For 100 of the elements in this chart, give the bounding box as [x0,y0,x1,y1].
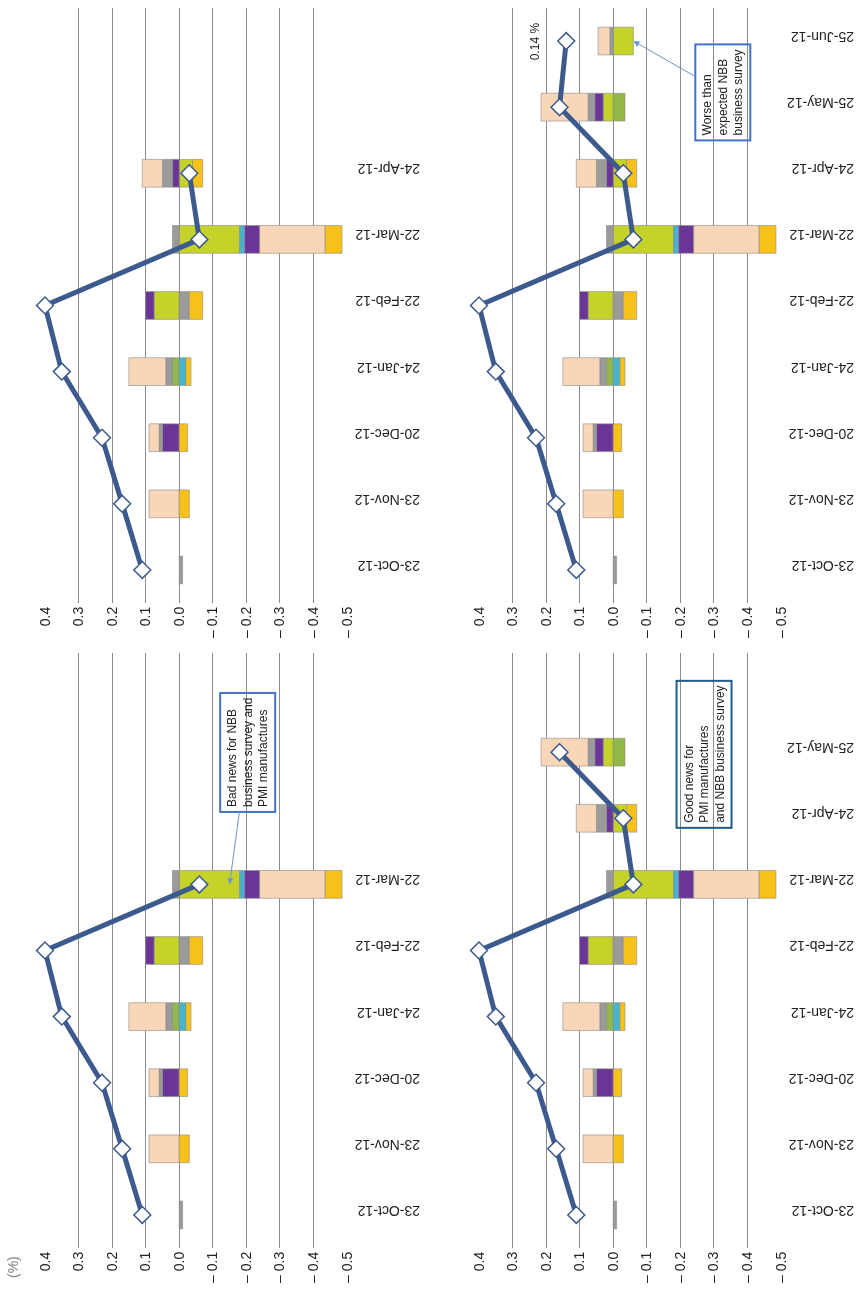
bar [582,1068,594,1097]
point [35,941,55,960]
x-tick-label: – 0.2 [237,1251,254,1283]
x-tick-label: 0.3 [504,1251,521,1272]
point [52,1007,71,1026]
x-tick-label: – 0.5 [338,606,355,638]
y-tick-label: 25-May-12 [786,740,854,757]
y-tick-label: 23-Nov-12 [788,491,854,508]
point [567,1205,586,1225]
x-tick-label: 0.4 [36,1251,53,1272]
x-tick-label: 0.0 [170,1251,187,1272]
x-tick-label: 0.1 [137,1251,154,1272]
y-tick-label: 22-Feb-12 [355,938,420,955]
x-tick-label: 0.0 [170,606,187,627]
y-tick-label: 24-Jan-12 [790,1004,854,1021]
y-tick-label: 24-Jan-12 [790,359,854,376]
y-tick-label: 24-Jan-12 [356,359,420,376]
point [35,296,55,315]
x-tick-label: 0.4 [36,606,53,627]
point [624,230,643,249]
point [614,809,633,828]
point [486,362,505,381]
x-tick-label: – 0.4 [304,1251,321,1283]
point [469,296,489,315]
x-tick-label: 0.2 [537,1251,554,1272]
x-tick-label: 0.3 [504,606,521,627]
bar [148,1068,160,1097]
point [133,560,152,580]
x-tick-label: 0.1 [571,606,588,627]
x-tick-label: – 0.1 [204,606,221,638]
point [112,1139,132,1159]
x-tick-label: – 0.3 [705,1251,722,1283]
x-tick-label: – 0.5 [772,606,789,638]
y-tick-label: 23-Oct-12 [791,557,854,574]
x-tick-label: – 0.5 [772,1251,789,1283]
point [190,875,209,894]
point [546,494,566,514]
x-tick-label: – 0.2 [237,606,254,638]
annotation: Bad news for NBB business survey and PMI manufactures [225,697,271,807]
y-tick-label: 24-Apr-12 [357,161,420,178]
y-tick-label: 22-Mar-12 [789,872,854,889]
x-tick-label: – 0.3 [271,1251,288,1283]
x-tick-label: – 0.4 [304,606,321,638]
x-tick-label: – 0.1 [204,1251,221,1283]
point [526,1073,546,1092]
x-tick-label: 0.2 [103,1251,120,1272]
x-tick-label: – 0.2 [671,1251,688,1283]
point [614,164,633,183]
annotation: 0.14 % [528,22,543,61]
y-tick-label: 25-May-12 [786,95,854,112]
x-tick-label: – 0.3 [271,606,288,638]
y-tick-label: 24-Apr-12 [791,161,854,178]
point [624,875,643,894]
x-tick-label: 0.4 [470,1251,487,1272]
x-tick-label: – 0.2 [671,606,688,638]
y-tick-label: 22-Mar-12 [355,227,420,244]
y-tick-label: 22-Mar-12 [789,227,854,244]
y-tick-label: 24-Jan-12 [356,1004,420,1021]
point [133,1205,152,1225]
x-tick-label: – 0.5 [338,1251,355,1283]
point [557,31,576,51]
x-tick-label: – 0.3 [705,606,722,638]
x-tick-label: 0.1 [571,1251,588,1272]
point [190,230,209,249]
x-tick-label: 0.4 [470,606,487,627]
y-tick-label: 23-Nov-12 [788,1136,854,1153]
point [92,1073,112,1092]
x-tick-label: 0.3 [70,1251,87,1272]
point [112,494,132,514]
y-tick-label: 20-Dec-12 [788,425,854,442]
bar [582,423,594,452]
x-tick-label: 0.0 [604,1251,621,1272]
y-tick-label: 20-Dec-12 [354,1070,420,1087]
y-tick-label: 20-Dec-12 [354,425,420,442]
x-tick-label: – 0.4 [738,1251,755,1283]
point [526,428,546,447]
x-tick-label: 0.3 [70,606,87,627]
x-tick-label: 0.2 [103,606,120,627]
point [567,560,586,580]
annotation: Good news for PMI manufactures and NBB business survey [681,685,727,823]
y-tick-label: 22-Feb-12 [355,293,420,310]
text: (%) [5,1256,21,1278]
bar [148,423,160,452]
y-tick-label: 23-Oct-12 [357,557,420,574]
point [469,941,489,960]
x-tick-label: 0.0 [604,606,621,627]
x-tick-label: – 0.1 [638,1251,655,1283]
x-tick-label: – 0.1 [638,606,655,638]
y-tick-label: 25-Jun-12 [790,28,854,45]
y-tick-label: 22-Feb-12 [789,938,854,955]
y-tick-label: 20-Dec-12 [788,1070,854,1087]
x-tick-label: – 0.4 [738,606,755,638]
point [486,1007,505,1026]
bar [612,26,634,56]
annotation: Worse than expected NBB business survey [700,49,746,136]
bar [597,26,611,56]
point [180,164,199,183]
y-tick-label: 22-Mar-12 [355,872,420,889]
point [546,1139,566,1159]
x-tick-label: 0.2 [537,606,554,627]
